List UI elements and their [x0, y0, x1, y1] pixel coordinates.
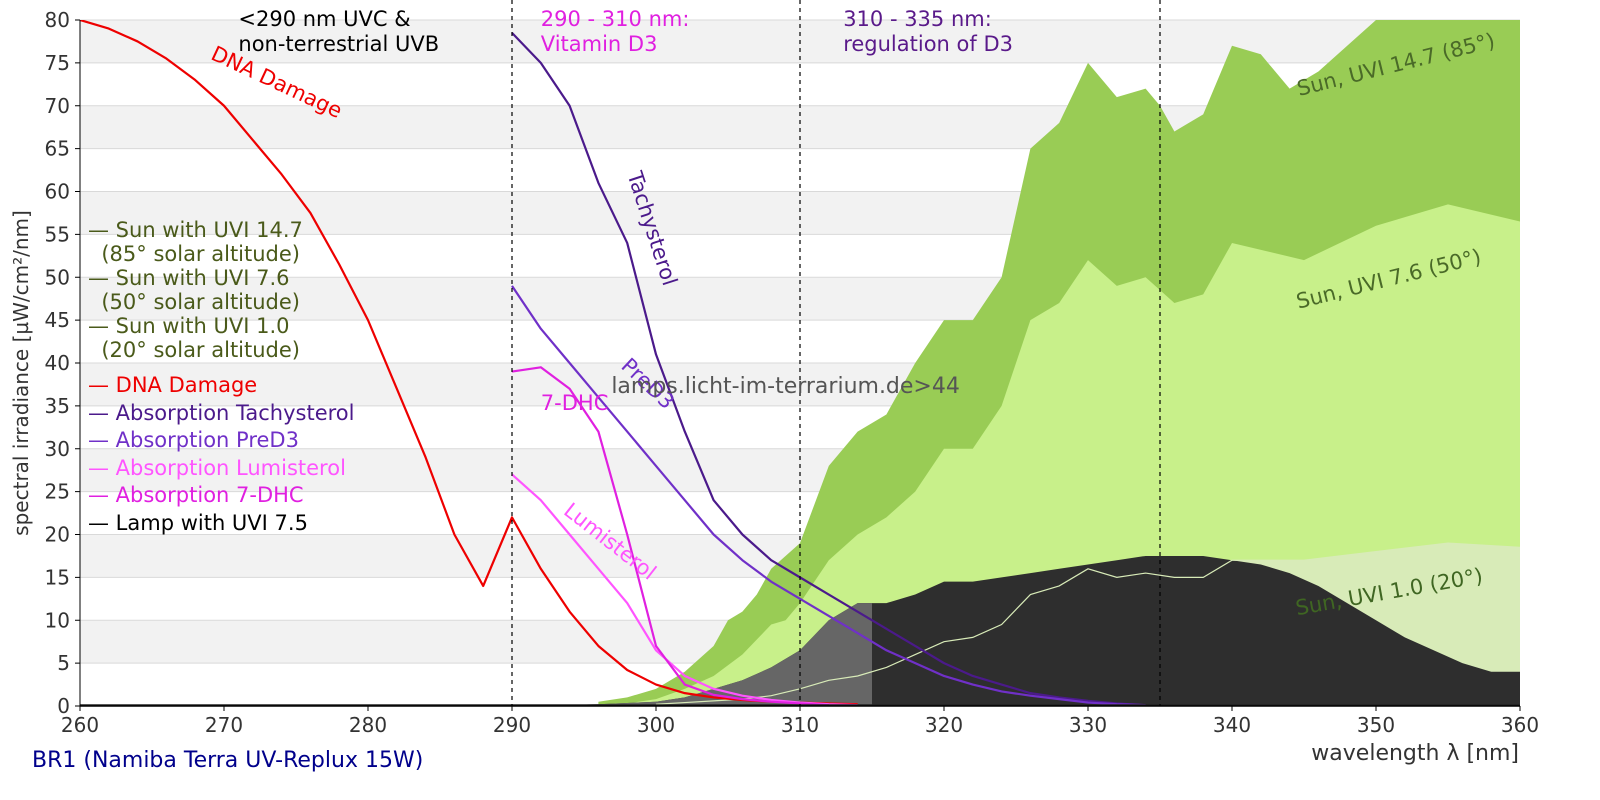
- y-tick-label: 25: [45, 480, 70, 504]
- region-label: 310 - 335 nm:: [843, 7, 992, 31]
- x-tick-label: 270: [205, 713, 243, 737]
- line-absorption-pred3: [511, 285, 1146, 706]
- curve-label-7-dhc: 7-DHC: [541, 391, 609, 415]
- x-tick-label: 310: [781, 713, 819, 737]
- line-sun-uvi-1-outline: [655, 542, 1521, 705]
- y-tick-label: 40: [45, 351, 70, 375]
- y-tick-label: 55: [45, 222, 70, 246]
- y-tick-label: 30: [45, 437, 70, 461]
- legend-item-sun-14-7-sub: (85° solar altitude): [88, 242, 300, 266]
- legend-item-tachysterol: — Absorption Tachysterol: [88, 400, 355, 425]
- legend-item-sun-7-6: — Sun with UVI 7.6: [88, 266, 290, 290]
- x-tick-label: 280: [349, 713, 387, 737]
- region-label: non-terrestrial UVB: [238, 32, 439, 56]
- x-tick-label: 260: [61, 713, 99, 737]
- x-tick-label: 320: [925, 713, 963, 737]
- y-tick-label: 50: [45, 265, 70, 289]
- y-tick-label: 45: [45, 308, 70, 332]
- line-absorption-tachysterol: [511, 32, 1146, 706]
- y-tick-label: 15: [45, 565, 70, 589]
- y-tick-label: 0: [57, 694, 70, 718]
- y-tick-label: 10: [45, 608, 70, 632]
- region-label: Vitamin D3: [541, 32, 658, 56]
- x-tick-label: 350: [1357, 713, 1395, 737]
- y-tick-label: 70: [45, 94, 70, 118]
- x-tick-label: 340: [1213, 713, 1251, 737]
- legend: — Sun with UVI 14.7 (85° solar altitude)…: [88, 218, 303, 362]
- x-tick-label: 300: [637, 713, 675, 737]
- y-tick-label: 75: [45, 51, 70, 75]
- y-tick-label: 60: [45, 180, 70, 204]
- watermark-text: lamps.licht-im-terrarium.de>44: [611, 374, 960, 399]
- lamp-name-label: BR1 (Namiba Terra UV-Replux 15W): [32, 748, 424, 773]
- legend-item-pred3: — Absorption PreD3: [88, 428, 299, 452]
- y-tick-label: 80: [45, 8, 70, 32]
- y-tick-label: 35: [45, 394, 70, 418]
- y-axis-label: spectral irradiance [µW/cm²/nm]: [9, 210, 33, 536]
- legend-lines: — DNA Damage — Absorption Tachysterol — …: [88, 372, 354, 537]
- line-dna-damage: [80, 20, 858, 706]
- area-lamp-with-uvi-7-5: [512, 555, 1520, 706]
- region-label: regulation of D3: [843, 32, 1013, 56]
- x-axis-label: wavelength λ [nm]: [1311, 741, 1519, 766]
- line-absorption-7-dhc: [511, 366, 829, 706]
- legend-item-sun-1-0: — Sun with UVI 1.0: [88, 314, 290, 338]
- legend-item-sun-14-7: — Sun with UVI 14.7: [88, 218, 303, 242]
- y-tick-label: 5: [57, 651, 70, 675]
- region-label: <290 nm UVC &: [238, 7, 410, 31]
- legend-item-sun-7-6-sub: (50° solar altitude): [88, 290, 300, 314]
- legend-item-lamp: — Lamp with UVI 7.5: [88, 510, 308, 535]
- x-tick-label: 330: [1069, 713, 1107, 737]
- y-tick-label: 65: [45, 137, 70, 161]
- region-label: 290 - 310 nm:: [541, 7, 690, 31]
- x-tick-label: 360: [1501, 713, 1539, 737]
- x-tick-label: 290: [493, 713, 531, 737]
- legend-item-lumisterol: — Absorption Lumisterol: [88, 455, 346, 480]
- legend-item-sun-1-0-sub: (20° solar altitude): [88, 338, 300, 362]
- legend-item-7dhc: — Absorption 7-DHC: [88, 483, 304, 507]
- y-tick-label: 20: [45, 523, 70, 547]
- legend-item-dna-damage: — DNA Damage: [88, 373, 258, 397]
- area-lamp-uvb-part: [512, 603, 872, 706]
